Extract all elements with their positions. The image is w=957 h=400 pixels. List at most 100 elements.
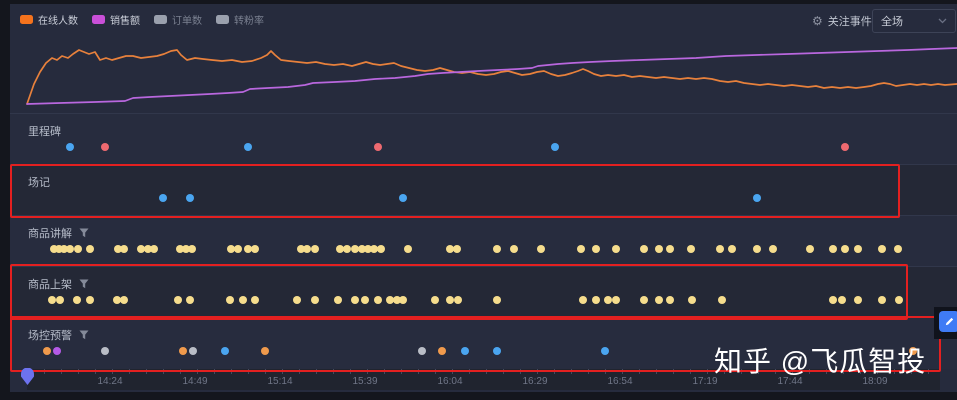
event-dot-yellow[interactable]: [374, 296, 382, 304]
event-dot-yellow[interactable]: [86, 245, 94, 253]
event-dot-yellow[interactable]: [251, 245, 259, 253]
event-dot-yellow[interactable]: [894, 245, 902, 253]
event-dot-yellow[interactable]: [188, 245, 196, 253]
event-dot-yellow[interactable]: [829, 245, 837, 253]
event-dot-yellow[interactable]: [114, 245, 122, 253]
event-dot-yellow[interactable]: [227, 245, 235, 253]
event-dot-yellow[interactable]: [48, 296, 56, 304]
event-dot-yellow[interactable]: [66, 245, 74, 253]
event-dot-blue[interactable]: [601, 347, 609, 355]
event-dot-yellow[interactable]: [453, 245, 461, 253]
event-dot-gray[interactable]: [189, 347, 197, 355]
event-dot-purple[interactable]: [53, 347, 61, 355]
time-axis[interactable]: 14:24 14:49 15:14 15:39 16:04 16:29 16:54 17:19…: [27, 369, 940, 390]
event-dot-yellow[interactable]: [113, 296, 121, 304]
event-dot-yellow[interactable]: [577, 245, 585, 253]
event-dot-yellow[interactable]: [537, 245, 545, 253]
event-dot-yellow[interactable]: [753, 245, 761, 253]
event-dot-yellow[interactable]: [454, 296, 462, 304]
event-dot-yellow[interactable]: [838, 296, 846, 304]
event-dot-yellow[interactable]: [854, 245, 862, 253]
event-dot-orange[interactable]: [909, 347, 917, 355]
watch-events-control[interactable]: ⚙ 关注事件: [812, 13, 872, 29]
event-dot-yellow[interactable]: [364, 245, 372, 253]
event-dot-yellow[interactable]: [592, 245, 600, 253]
event-dot-red[interactable]: [841, 143, 849, 151]
event-dot-blue[interactable]: [221, 347, 229, 355]
event-dot-yellow[interactable]: [73, 296, 81, 304]
event-dot-yellow[interactable]: [393, 296, 401, 304]
event-dot-blue[interactable]: [186, 194, 194, 202]
event-dot-yellow[interactable]: [640, 245, 648, 253]
event-dot-red[interactable]: [374, 143, 382, 151]
event-dot-yellow[interactable]: [303, 245, 311, 253]
event-dot-yellow[interactable]: [244, 245, 252, 253]
event-dot-yellow[interactable]: [493, 245, 501, 253]
event-dot-yellow[interactable]: [251, 296, 259, 304]
event-dot-yellow[interactable]: [60, 245, 68, 253]
event-dot-yellow[interactable]: [377, 245, 385, 253]
event-dot-yellow[interactable]: [120, 296, 128, 304]
scope-select[interactable]: 全场: [872, 9, 956, 33]
event-dot-yellow[interactable]: [55, 245, 63, 253]
event-dot-yellow[interactable]: [182, 245, 190, 253]
event-dot-yellow[interactable]: [311, 296, 319, 304]
event-dot-yellow[interactable]: [612, 245, 620, 253]
event-dot-yellow[interactable]: [666, 296, 674, 304]
event-dot-yellow[interactable]: [404, 245, 412, 253]
event-dot-yellow[interactable]: [239, 296, 247, 304]
legend-item[interactable]: 订单数: [154, 12, 202, 27]
event-dot-blue[interactable]: [66, 143, 74, 151]
event-dot-yellow[interactable]: [176, 245, 184, 253]
event-dot-yellow[interactable]: [878, 245, 886, 253]
event-dot-yellow[interactable]: [351, 245, 359, 253]
event-dot-yellow[interactable]: [293, 296, 301, 304]
event-dot-blue[interactable]: [244, 143, 252, 151]
event-dot-yellow[interactable]: [716, 245, 724, 253]
event-dot-yellow[interactable]: [351, 296, 359, 304]
event-dot-gray[interactable]: [418, 347, 426, 355]
event-dot-yellow[interactable]: [510, 245, 518, 253]
event-dot-yellow[interactable]: [718, 296, 726, 304]
event-dot-yellow[interactable]: [358, 245, 366, 253]
event-dot-gray[interactable]: [101, 347, 109, 355]
event-dot-blue[interactable]: [551, 143, 559, 151]
event-dot-yellow[interactable]: [640, 296, 648, 304]
event-dot-blue[interactable]: [399, 194, 407, 202]
event-dot-blue[interactable]: [493, 347, 501, 355]
event-dot-yellow[interactable]: [878, 296, 886, 304]
event-dot-yellow[interactable]: [399, 296, 407, 304]
event-dot-orange[interactable]: [43, 347, 51, 355]
event-dot-blue[interactable]: [159, 194, 167, 202]
event-dot-yellow[interactable]: [144, 245, 152, 253]
event-dot-yellow[interactable]: [120, 245, 128, 253]
event-dot-yellow[interactable]: [386, 296, 394, 304]
event-dot-yellow[interactable]: [579, 296, 587, 304]
filter-icon[interactable]: [79, 228, 89, 238]
filter-icon[interactable]: [79, 279, 89, 289]
time-slider-handle[interactable]: [20, 368, 35, 386]
event-dot-yellow[interactable]: [493, 296, 501, 304]
event-dot-yellow[interactable]: [688, 296, 696, 304]
event-dot-orange[interactable]: [261, 347, 269, 355]
event-dot-yellow[interactable]: [56, 296, 64, 304]
event-dot-yellow[interactable]: [769, 245, 777, 253]
event-dot-yellow[interactable]: [150, 245, 158, 253]
event-dot-yellow[interactable]: [311, 245, 319, 253]
event-dot-yellow[interactable]: [297, 245, 305, 253]
legend-item[interactable]: 转粉率: [216, 12, 264, 27]
event-dot-yellow[interactable]: [604, 296, 612, 304]
event-dot-yellow[interactable]: [655, 245, 663, 253]
event-dot-yellow[interactable]: [336, 245, 344, 253]
event-dot-yellow[interactable]: [841, 245, 849, 253]
event-dot-yellow[interactable]: [186, 296, 194, 304]
event-dot-yellow[interactable]: [226, 296, 234, 304]
event-dot-red[interactable]: [101, 143, 109, 151]
legend-item[interactable]: 在线人数: [20, 12, 78, 27]
event-dot-yellow[interactable]: [666, 245, 674, 253]
event-dot-yellow[interactable]: [806, 245, 814, 253]
event-dot-blue[interactable]: [461, 347, 469, 355]
event-dot-yellow[interactable]: [137, 245, 145, 253]
event-dot-yellow[interactable]: [343, 245, 351, 253]
event-dot-orange[interactable]: [438, 347, 446, 355]
